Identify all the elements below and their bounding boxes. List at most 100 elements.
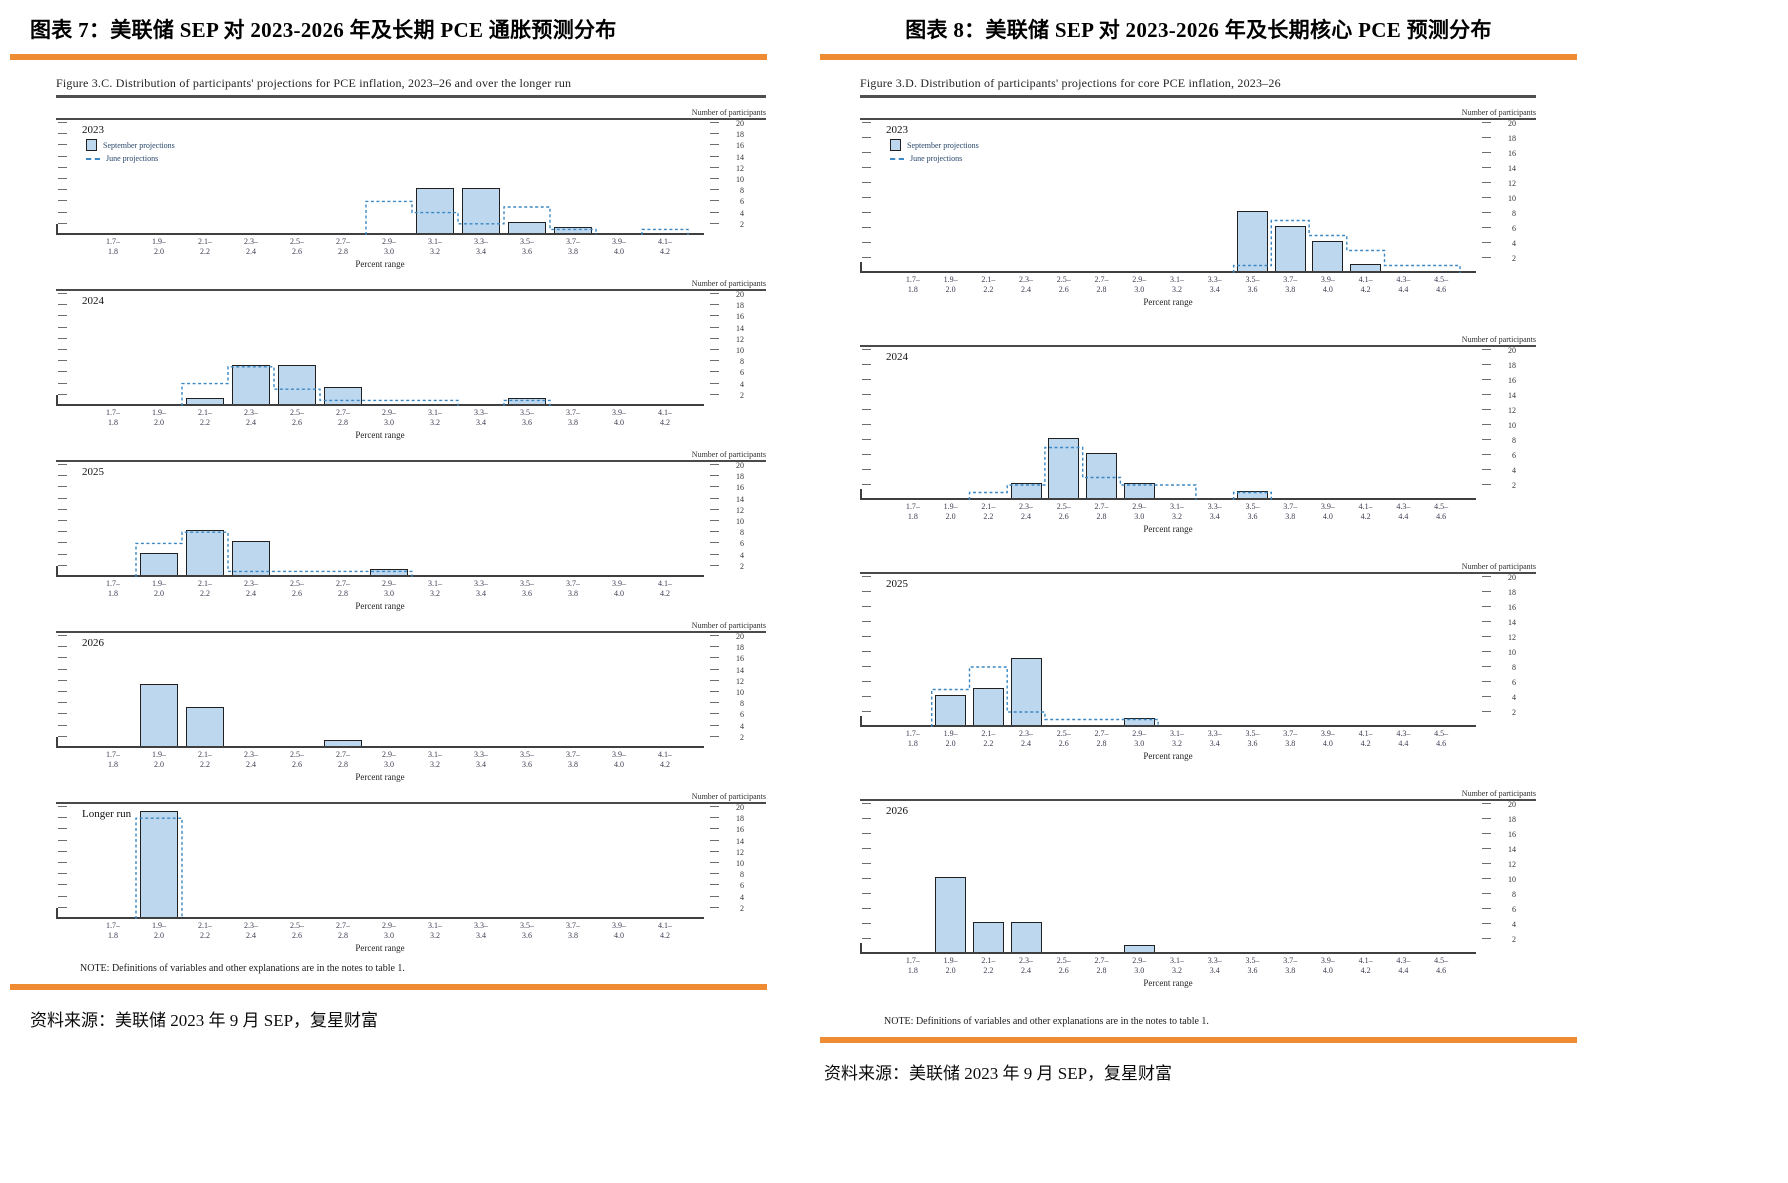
y-axis-tick <box>862 484 871 485</box>
x-tick-label: 2.7– 2.8 <box>336 237 350 256</box>
year-label: 2025 <box>886 578 908 590</box>
chart8-title: 图表 8：美联储 SEP 对 2023-2026 年及长期核心 PCE 预测分布 <box>905 18 1492 42</box>
x-tick-label: 2.3– 2.4 <box>1019 275 1034 294</box>
y-axis-tick <box>58 222 67 224</box>
y-axis-tick <box>58 553 67 555</box>
y-axis-tick <box>862 257 871 258</box>
y-axis-tick <box>862 424 871 425</box>
september-bar <box>140 810 178 917</box>
y-axis-tick <box>58 884 67 886</box>
x-tick-label: 3.3– 3.4 <box>474 237 488 256</box>
september-bar <box>232 541 270 575</box>
y-tick-label: 6 <box>740 197 744 207</box>
panel-divider <box>860 572 1536 574</box>
y-tick-label: 12 <box>1508 633 1516 642</box>
x-tick-label: 1.7– 1.8 <box>905 956 920 975</box>
x-tick-label: 2.5– 2.6 <box>1056 502 1071 521</box>
y-axis-tick <box>710 178 719 179</box>
year-label: 2024 <box>886 351 908 363</box>
y-axis-tick <box>1482 137 1491 138</box>
plot-wrap: 2026 2 4 6 8 10 12 14 16 18 20 <box>56 632 766 748</box>
y-axis-tick <box>58 371 67 373</box>
plot-wrap: 2025 2 4 6 8 10 12 14 16 18 20 <box>56 461 766 577</box>
june-projections-outline <box>1232 219 1461 273</box>
x-tick-label: 1.9– 2.0 <box>152 408 166 427</box>
x-tick-label: 2.9– 3.0 <box>1132 502 1147 521</box>
x-axis-labels: 1.7– 1.8 1.9– 2.0 2.1– 2.2 2.3– 2.4 2.5– 2.6 2.7– 2… <box>860 275 1476 296</box>
x-axis-labels: 1.7– 1.8 1.9– 2.0 2.1– 2.2 2.3– 2.4 2.5– 2.6 2.7– 2… <box>56 237 704 258</box>
bottom-accent-rule <box>10 984 767 990</box>
x-axis-title: Percent range <box>355 430 405 440</box>
x-tick-label: 3.7– 3.8 <box>1283 275 1298 294</box>
x-tick-label: 2.5– 2.6 <box>290 237 304 256</box>
y-axis-tick <box>862 409 871 410</box>
y-tick-label: 10 <box>1508 421 1516 430</box>
y-axis-tick <box>862 576 871 577</box>
y-tick-label: 2 <box>1512 481 1516 490</box>
y-axis-tick <box>1482 122 1491 123</box>
figure-caption: Figure 3.D. Distribution of participants… <box>860 76 1281 90</box>
y-axis-tick <box>1482 696 1491 697</box>
y-axis-tick <box>1482 227 1491 228</box>
x-tick-label: 4.3– 4.4 <box>1396 956 1411 975</box>
y-tick-label: 2 <box>740 732 744 742</box>
y-tick-label: 14 <box>736 494 744 504</box>
bottom-accent-rule <box>820 1037 1577 1043</box>
plot-wrap: 2026 2 4 6 8 10 12 14 16 18 20 <box>860 800 1536 954</box>
x-tick-label: 1.9– 2.0 <box>943 502 958 521</box>
y-tick-label: 18 <box>1508 361 1516 370</box>
y-axis-tick <box>862 923 871 924</box>
column-right: 图表 8：美联储 SEP 对 2023-2026 年及长期核心 PCE 预测分布… <box>820 8 1577 1084</box>
september-bar <box>1236 490 1268 498</box>
y-axis-tick <box>58 393 67 395</box>
plot-wrap: 2023 September projections June projection… <box>860 119 1536 273</box>
y-tick-label: 20 <box>736 290 744 299</box>
y-axis-tick <box>710 724 719 726</box>
x-tick-label: 4.3– 4.4 <box>1396 275 1411 294</box>
y-tick-label: 20 <box>1508 573 1516 582</box>
x-tick-label: 4.1– 4.2 <box>658 579 672 598</box>
y-axis-tick <box>710 155 719 157</box>
september-bar <box>186 530 224 575</box>
x-tick-label: 3.7– 3.8 <box>566 750 580 769</box>
y-axis-tick <box>58 475 67 477</box>
x-axis-labels: 1.7– 1.8 1.9– 2.0 2.1– 2.2 2.3– 2.4 2.5– 2.6 2.7– 2… <box>56 579 704 600</box>
y-tick-label: 16 <box>736 312 744 322</box>
y-tick-label: 18 <box>736 301 744 311</box>
y-axis-tick <box>710 122 719 123</box>
y-axis-tick <box>710 564 719 566</box>
x-tick-label: 3.3– 3.4 <box>1207 275 1222 294</box>
x-axis-title: Percent range <box>1143 978 1193 988</box>
y-axis-tick <box>862 242 871 243</box>
y-tick-label: 14 <box>736 836 744 846</box>
y-axis-tick <box>1482 257 1491 258</box>
x-tick-label: 1.9– 2.0 <box>943 729 958 748</box>
x-tick-label: 2.9– 3.0 <box>1132 729 1147 748</box>
x-tick-label: 1.7– 1.8 <box>905 275 920 294</box>
y-tick-label: 16 <box>1508 149 1516 158</box>
x-tick-label: 2.1– 2.2 <box>981 275 996 294</box>
x-tick-label: 3.9– 4.0 <box>1320 956 1335 975</box>
x-tick-label: 1.7– 1.8 <box>106 750 120 769</box>
y-tick-label: 6 <box>740 710 744 720</box>
x-tick-label: 3.7– 3.8 <box>566 237 580 256</box>
y-tick-label: 6 <box>1512 451 1516 460</box>
y-axis-tick <box>710 702 719 704</box>
september-bar <box>462 188 500 233</box>
june-projections-outline <box>365 200 689 235</box>
y-axis-tick <box>862 938 871 939</box>
june-dash-icon <box>86 157 100 160</box>
x-tick-label: 4.1– 4.2 <box>1358 729 1373 748</box>
x-tick-label: 3.5– 3.6 <box>520 750 534 769</box>
x-tick-label: 4.1– 4.2 <box>1358 956 1373 975</box>
x-tick-label: 4.3– 4.4 <box>1396 729 1411 748</box>
x-tick-label: 2.3– 2.4 <box>244 579 258 598</box>
y-axis-tick <box>710 360 719 362</box>
y-axis-title: Number of participants <box>1461 789 1536 798</box>
x-tick-label: 2.9– 3.0 <box>382 750 396 769</box>
y-axis-tick <box>58 862 67 863</box>
y-axis-tick <box>1482 893 1491 894</box>
x-tick-label: 3.9– 4.0 <box>612 237 626 256</box>
y-axis-tick <box>58 178 67 179</box>
